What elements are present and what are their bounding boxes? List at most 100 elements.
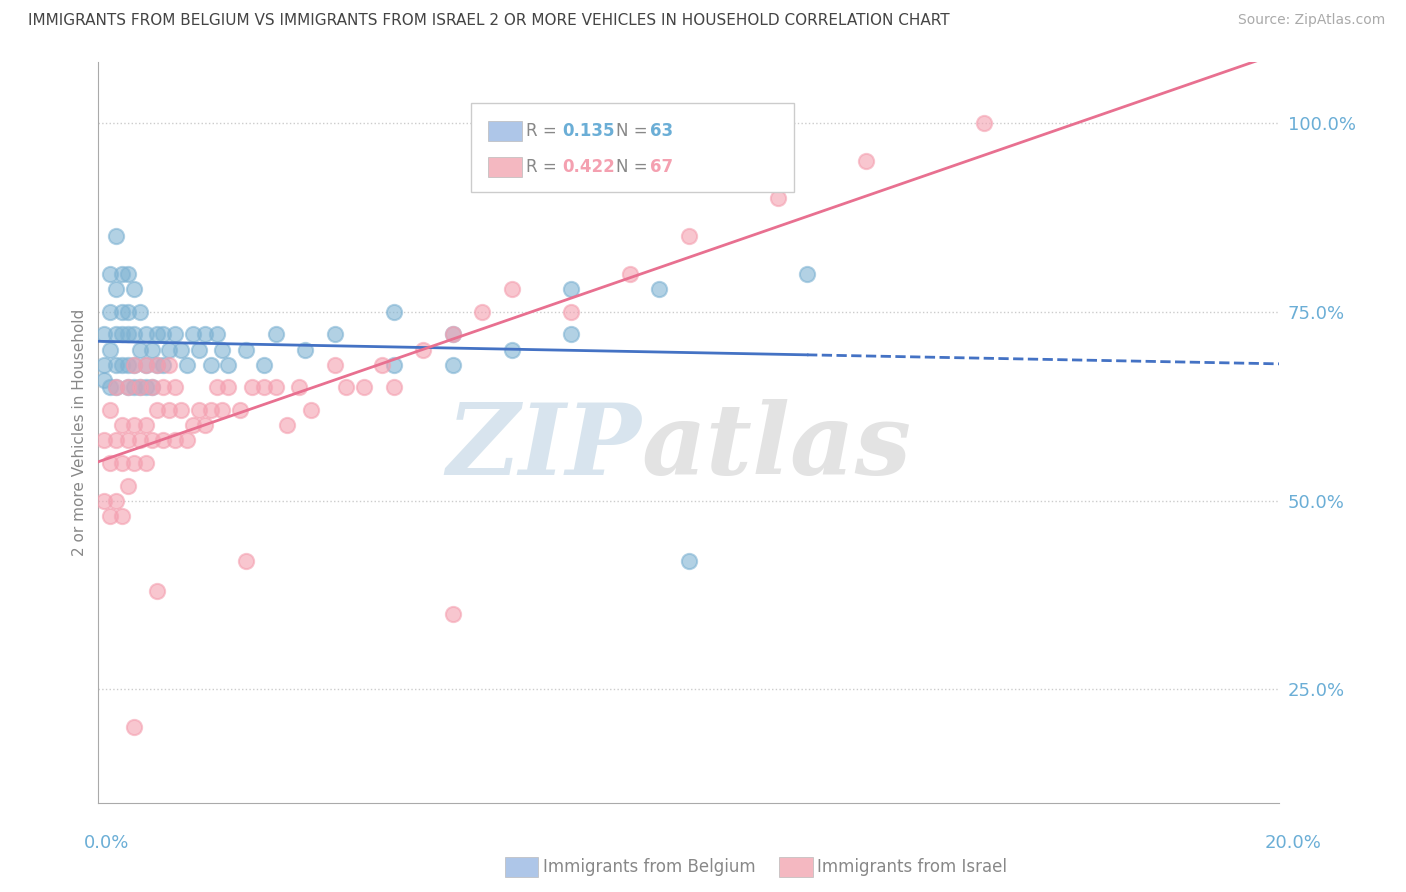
Point — [253, 358, 276, 372]
Point — [135, 358, 157, 372]
Point — [141, 343, 163, 357]
Point — [98, 508, 121, 523]
Point — [146, 358, 169, 372]
Point — [141, 380, 163, 394]
Point — [294, 343, 316, 357]
Point — [323, 327, 346, 342]
Point — [441, 358, 464, 372]
Point — [371, 358, 394, 372]
Point — [146, 584, 169, 599]
Text: 0.0%: 0.0% — [84, 834, 129, 852]
Point — [187, 403, 209, 417]
Point — [353, 380, 375, 394]
Point — [170, 403, 193, 417]
Text: 0.135: 0.135 — [562, 122, 614, 140]
Point — [501, 282, 523, 296]
Text: Source: ZipAtlas.com: Source: ZipAtlas.com — [1237, 13, 1385, 28]
Point — [141, 380, 163, 394]
Point — [288, 380, 311, 394]
Point — [152, 327, 174, 342]
Point — [200, 403, 222, 417]
Point — [111, 508, 134, 523]
Point — [117, 304, 139, 318]
Point — [796, 267, 818, 281]
Point — [205, 327, 228, 342]
Point — [122, 418, 145, 433]
Point — [93, 358, 115, 372]
Point — [157, 403, 180, 417]
Point — [855, 153, 877, 168]
Point — [264, 327, 287, 342]
Point — [128, 343, 150, 357]
Point — [98, 304, 121, 318]
Text: 67: 67 — [650, 158, 672, 176]
Point — [128, 380, 150, 394]
Point — [111, 418, 134, 433]
Y-axis label: 2 or more Vehicles in Household: 2 or more Vehicles in Household — [72, 309, 87, 557]
Point — [211, 343, 233, 357]
Point — [117, 380, 139, 394]
Point — [128, 304, 150, 318]
Point — [217, 380, 239, 394]
Point — [105, 282, 128, 296]
Point — [441, 607, 464, 621]
Point — [235, 554, 257, 568]
Point — [117, 478, 139, 492]
Point — [194, 418, 217, 433]
Point — [98, 403, 121, 417]
Point — [146, 327, 169, 342]
Point — [117, 267, 139, 281]
Text: 63: 63 — [650, 122, 672, 140]
Point — [122, 282, 145, 296]
Point — [170, 343, 193, 357]
Point — [678, 229, 700, 244]
Point — [412, 343, 434, 357]
Point — [122, 380, 145, 394]
Point — [382, 358, 405, 372]
Point — [181, 327, 204, 342]
Point — [98, 267, 121, 281]
Point — [146, 403, 169, 417]
Point — [105, 358, 128, 372]
Point — [165, 380, 187, 394]
Point — [648, 282, 671, 296]
Point — [205, 380, 228, 394]
Point — [240, 380, 263, 394]
Point — [117, 380, 139, 394]
Point — [152, 358, 174, 372]
Point — [141, 433, 163, 447]
Point — [382, 304, 405, 318]
Text: Immigrants from Israel: Immigrants from Israel — [817, 858, 1007, 876]
Text: IMMIGRANTS FROM BELGIUM VS IMMIGRANTS FROM ISRAEL 2 OR MORE VEHICLES IN HOUSEHOL: IMMIGRANTS FROM BELGIUM VS IMMIGRANTS FR… — [28, 13, 949, 29]
Point — [111, 456, 134, 470]
Point — [235, 343, 257, 357]
Text: 0.422: 0.422 — [562, 158, 616, 176]
Point — [117, 358, 139, 372]
Point — [122, 327, 145, 342]
Text: Immigrants from Belgium: Immigrants from Belgium — [543, 858, 755, 876]
Text: R =: R = — [526, 122, 562, 140]
Point — [176, 433, 198, 447]
Point — [187, 343, 209, 357]
Point — [471, 304, 494, 318]
Point — [152, 433, 174, 447]
Point — [299, 403, 322, 417]
Point — [98, 343, 121, 357]
Point — [98, 380, 121, 394]
Point — [122, 456, 145, 470]
Point — [122, 358, 145, 372]
Point — [111, 304, 134, 318]
Point — [211, 403, 233, 417]
Point — [111, 267, 134, 281]
Point — [441, 327, 464, 342]
Point — [678, 554, 700, 568]
Point — [229, 403, 252, 417]
Text: N =: N = — [616, 122, 652, 140]
Point — [93, 433, 115, 447]
Text: atlas: atlas — [641, 400, 911, 496]
Point — [135, 456, 157, 470]
Point — [619, 267, 641, 281]
Point — [194, 327, 217, 342]
Point — [560, 282, 582, 296]
Point — [105, 433, 128, 447]
